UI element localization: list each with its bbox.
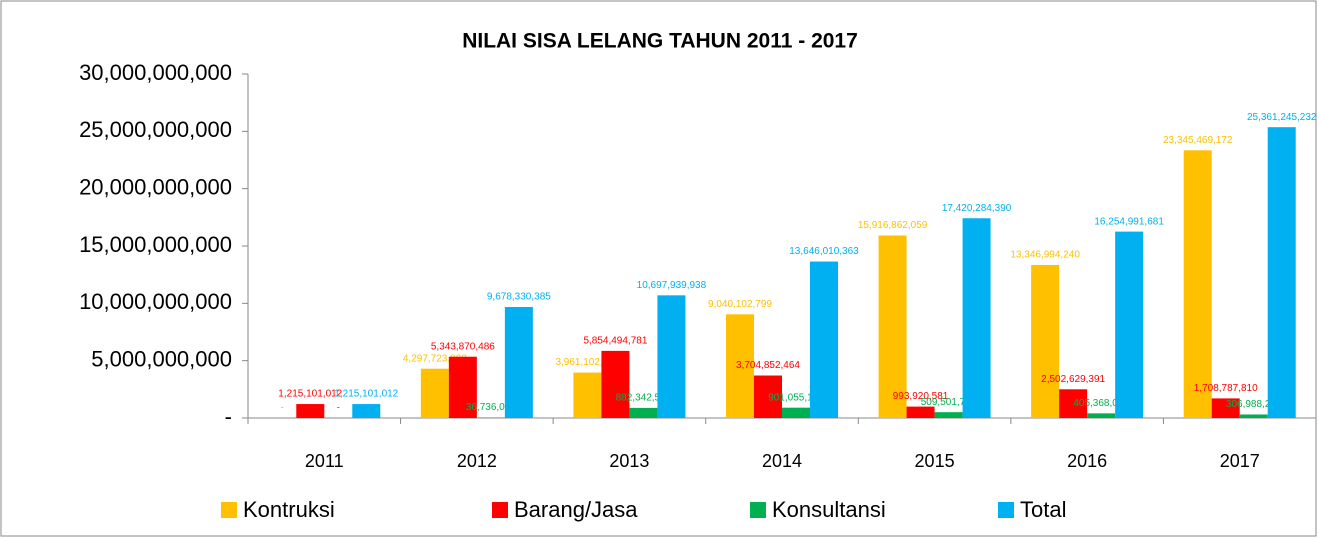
legend-swatch xyxy=(221,502,237,518)
data-label: 10,697,939,938 xyxy=(637,280,707,291)
bar xyxy=(1059,389,1088,418)
bar xyxy=(420,368,449,418)
data-label: 405,368,050 xyxy=(1073,398,1129,409)
bar xyxy=(1087,413,1116,418)
x-tick-label: 2016 xyxy=(1067,451,1107,471)
data-label: 23,345,469,172 xyxy=(1163,135,1233,146)
data-label: 1,215,101,012 xyxy=(278,389,342,400)
data-label: 2,502,629,391 xyxy=(1041,374,1105,385)
legend-label: Konsultansi xyxy=(772,497,886,522)
data-label: 509,501,750 xyxy=(921,397,977,408)
data-label: 3,961,102,657 xyxy=(555,357,619,368)
data-label: 9,040,102,799 xyxy=(708,299,772,310)
bar xyxy=(1031,264,1060,418)
data-label: 25,361,245,232 xyxy=(1247,112,1317,123)
bar xyxy=(934,412,963,418)
data-label: 1,708,787,810 xyxy=(1194,383,1258,394)
x-tick-label: 2017 xyxy=(1220,451,1260,471)
data-label: 13,646,010,363 xyxy=(789,246,859,257)
legend-swatch xyxy=(492,502,508,518)
legend-label: Total xyxy=(1020,497,1066,522)
legend-label: Barang/Jasa xyxy=(514,497,638,522)
data-label: 13,346,994,240 xyxy=(1010,250,1080,261)
data-label: - xyxy=(337,403,340,414)
bar xyxy=(1183,150,1212,418)
data-label: 5,343,870,486 xyxy=(431,341,495,352)
bar xyxy=(782,407,810,418)
bar xyxy=(504,307,533,418)
bar xyxy=(448,356,477,418)
bar xyxy=(657,295,686,418)
bar xyxy=(1239,414,1268,418)
bar xyxy=(352,404,381,418)
y-tick-label: - xyxy=(225,404,232,429)
data-label: 4,297,723,899 xyxy=(403,353,467,364)
data-label: 993,920,581 xyxy=(893,391,949,402)
y-tick-label: 10,000,000,000 xyxy=(79,289,232,314)
bar xyxy=(962,218,991,418)
data-label: 882,342,500 xyxy=(616,393,672,404)
bar xyxy=(810,261,838,418)
data-label: 3,704,852,464 xyxy=(736,360,800,371)
bar xyxy=(754,375,782,418)
legend-swatch xyxy=(998,502,1014,518)
bar xyxy=(601,350,630,418)
bar xyxy=(629,407,658,418)
data-label: - xyxy=(281,403,284,414)
bar xyxy=(726,314,754,418)
data-label: 17,420,284,390 xyxy=(942,203,1012,214)
y-tick-label: 25,000,000,000 xyxy=(79,117,232,142)
data-label: 901,055,100 xyxy=(768,392,824,403)
x-tick-label: 2015 xyxy=(915,451,955,471)
data-label: 15,916,862,059 xyxy=(858,220,928,231)
y-tick-label: 15,000,000,000 xyxy=(79,232,232,257)
bar xyxy=(296,404,325,418)
bar xyxy=(1267,127,1296,419)
y-tick-label: 20,000,000,000 xyxy=(79,174,232,199)
y-tick-label: 5,000,000,000 xyxy=(91,346,232,371)
x-tick-label: 2013 xyxy=(609,451,649,471)
x-tick-label: 2014 xyxy=(762,451,802,471)
bar xyxy=(906,406,935,418)
data-label: 306,988,250 xyxy=(1226,399,1282,410)
x-tick-label: 2011 xyxy=(305,451,344,471)
x-tick-label: 2012 xyxy=(457,451,497,471)
legend-swatch xyxy=(750,502,766,518)
legend-label: Kontruksi xyxy=(243,497,335,522)
chart-title: NILAI SISA LELANG TAHUN 2011 - 2017 xyxy=(462,30,858,53)
bar xyxy=(878,235,907,418)
data-label: 9,678,330,385 xyxy=(487,292,551,303)
y-tick-label: 30,000,000,000 xyxy=(79,60,232,85)
data-label: 1,215,101,012 xyxy=(334,389,398,400)
data-label: 16,254,991,681 xyxy=(1094,216,1164,227)
data-label: 36,736,000 xyxy=(466,402,516,413)
bar xyxy=(1211,398,1240,418)
bar xyxy=(1115,231,1144,418)
bar xyxy=(573,372,602,418)
data-label: 5,854,494,781 xyxy=(583,336,647,347)
